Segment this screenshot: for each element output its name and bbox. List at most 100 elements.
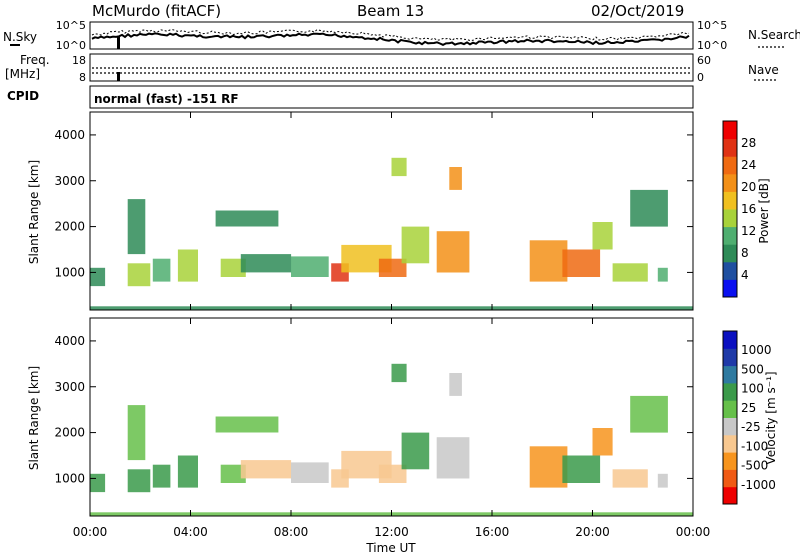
power-patch-4	[177, 249, 198, 282]
power-patch-6	[240, 254, 292, 273]
power-colorbar-tick-5: 8	[741, 246, 749, 260]
noise-panel-frame	[89, 21, 694, 50]
noise-search-series	[91, 29, 690, 42]
velocity-patch-8	[291, 462, 329, 483]
velocity-colorbar-frame	[722, 330, 738, 505]
cpid-text: normal (fast) -151 RF	[94, 92, 239, 106]
power-data	[90, 157, 693, 310]
power-patch-1	[127, 263, 151, 287]
velocity-colorbar-tick-4: -25	[741, 420, 761, 434]
power-patch-11	[378, 258, 407, 277]
velocity-patch-1	[127, 469, 151, 493]
power-ytick-label-0: 1000	[54, 265, 85, 279]
velocity-colorbar: 1000 500 100 25 -25 -100 -500 -1000	[722, 330, 776, 505]
freq-label: Freq.	[20, 53, 50, 67]
velocity-colorbar-segment-8	[723, 348, 737, 367]
power-colorbar: 28 24 20 16 12 8 4	[722, 120, 756, 298]
velocity-colorbar-segment-3	[723, 434, 737, 453]
cpid-panel-frame	[89, 85, 694, 109]
x-tick-label-5: 20:00	[575, 525, 610, 539]
velocity-patch-21	[657, 473, 668, 488]
velocity-colorbar-segment-1	[723, 469, 737, 488]
power-colorbar-tick-3: 16	[741, 202, 756, 216]
velocity-patch-7	[215, 416, 279, 433]
power-patch-0	[90, 267, 106, 287]
velocity-patch-17	[562, 455, 601, 483]
power-y-axis-label: Slant Range [km]	[27, 160, 41, 264]
freq-gap-marker	[117, 72, 120, 81]
x-axis-label: Time UT	[365, 541, 416, 554]
velocity-ytick-label-3: 4000	[54, 334, 85, 348]
velocity-patch-13	[436, 437, 470, 479]
power-colorbar-segment-9	[723, 121, 737, 140]
cpid-label: CPID	[7, 89, 39, 103]
velocity-patch-16	[529, 446, 568, 488]
velocity-colorbar-tick-0: 1000	[741, 343, 772, 357]
nave-tick-bottom: 0	[697, 71, 704, 84]
velocity-panel: 1000 2000 3000 4000 Slant Range [km] 1000 50…	[27, 317, 778, 517]
nsearch-label: N.Search	[748, 28, 800, 42]
power-patch-3	[152, 258, 171, 282]
power-colorbar-tick-1: 24	[741, 158, 756, 172]
power-patch-15	[449, 167, 462, 190]
velocity-patch-2	[127, 405, 146, 461]
velocity-colorbar-tick-5: -100	[741, 439, 768, 453]
power-colorbar-segment-0	[723, 279, 737, 298]
freq-panel-frame	[89, 53, 694, 82]
power-colorbar-segment-5	[723, 191, 737, 210]
noise-tick-top-left: 10^5	[56, 19, 86, 32]
power-patch-21	[657, 267, 668, 282]
velocity-colorbar-segment-2	[723, 452, 737, 470]
velocity-patch-6	[240, 460, 292, 479]
power-colorbar-tick-4: 12	[741, 224, 756, 238]
velocity-ytick-label-0: 1000	[54, 471, 85, 485]
nave-label: Nave	[748, 63, 779, 77]
power-ytick-label-1: 2000	[54, 220, 85, 234]
velocity-patch-14	[391, 363, 407, 383]
power-y-axis: 1000 2000 3000 4000	[54, 128, 693, 279]
velocity-patch-15	[449, 373, 462, 396]
power-colorbar-tick-2: 20	[741, 180, 756, 194]
velocity-colorbar-tick-2: 100	[741, 382, 764, 396]
x-tick-label-4: 16:00	[475, 525, 510, 539]
noise-tick-bottom-left: 10^0	[56, 39, 86, 52]
noise-sky-series	[91, 32, 690, 47]
x-tick-label-2: 08:00	[274, 525, 309, 539]
velocity-colorbar-tick-7: -1000	[741, 478, 776, 492]
x-tick-label-1: 04:00	[173, 525, 208, 539]
power-patch-13	[436, 231, 470, 273]
power-colorbar-segment-3	[723, 226, 737, 245]
power-colorbar-tick-0: 28	[741, 136, 756, 150]
velocity-patch-3	[152, 464, 171, 488]
power-colorbar-frame	[722, 120, 738, 298]
velocity-patch-5	[220, 464, 246, 483]
freq-panel: Freq. [MHz] 18 8 60 0 Nave	[5, 53, 779, 84]
power-patch-17	[562, 249, 601, 277]
velocity-colorbar-tick-6: -500	[741, 459, 768, 473]
freq-tick-top: 18	[72, 54, 86, 67]
velocity-colorbar-segment-0	[723, 486, 737, 505]
x-tick-label-0: 00:00	[73, 525, 108, 539]
velocity-colorbar-tick-1: 500	[741, 362, 764, 376]
power-patch-2	[127, 199, 146, 255]
velocity-patch-20	[630, 395, 668, 433]
velocity-patch-18	[592, 428, 613, 456]
velocity-y-axis: 1000 2000 3000 4000	[54, 334, 693, 485]
x-tick-label-3: 12:00	[374, 525, 409, 539]
power-ytick-label-2: 3000	[54, 174, 85, 188]
velocity-patch-19	[612, 469, 648, 488]
power-patch-19	[612, 263, 648, 282]
velocity-colorbar-segment-5	[723, 400, 737, 418]
station-title: McMurdo (fitACF)	[92, 2, 221, 20]
power-patch-16	[529, 240, 568, 282]
nave-tick-top: 60	[697, 54, 711, 67]
velocity-patch-0	[90, 473, 106, 493]
power-panel: 1000 2000 3000 4000 Slant Range [km] 28 24 20…	[27, 111, 771, 311]
freq-tick-bottom: 8	[79, 71, 86, 84]
velocity-ytick-label-1: 2000	[54, 426, 85, 440]
noise-gap-marker	[117, 36, 120, 49]
freq-unit-label: [MHz]	[5, 67, 40, 81]
power-patch-7	[215, 210, 279, 227]
power-patch-18	[592, 222, 613, 250]
